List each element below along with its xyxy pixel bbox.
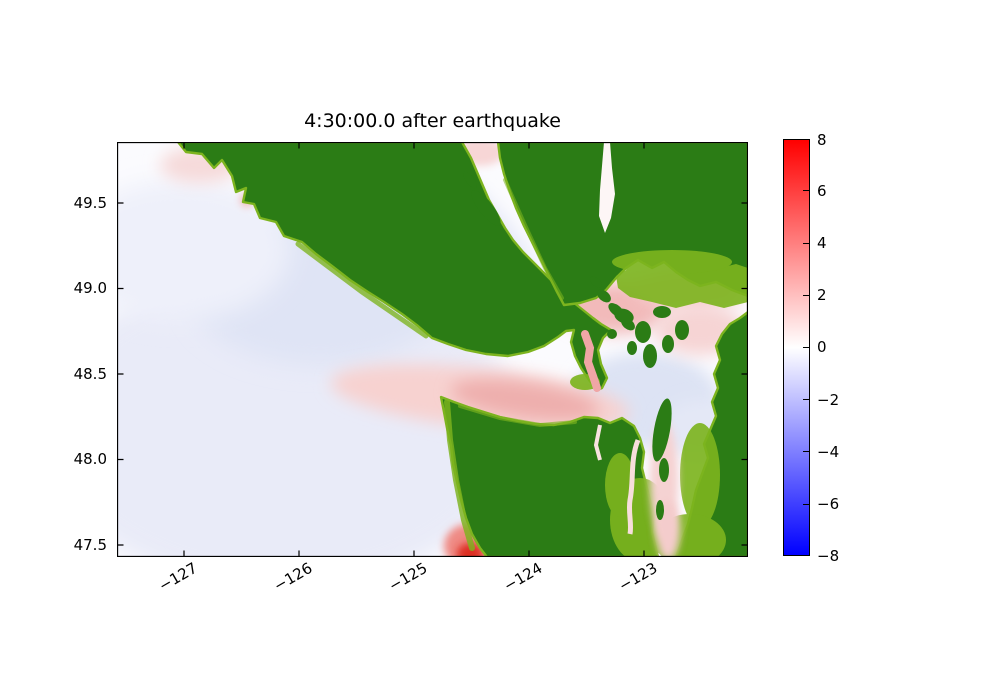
cbar-label-6: 6 <box>817 182 827 200</box>
hood-canal <box>626 439 641 535</box>
xtick-m127: −127 <box>155 558 201 596</box>
ytick-48-5: 48.5 <box>73 365 107 383</box>
cbar-label-8: 8 <box>817 131 827 149</box>
xtick-m126: −126 <box>270 558 316 596</box>
xtick-m123: −123 <box>615 558 661 596</box>
howe-sound-inlet <box>599 142 615 233</box>
tsunami-heatmap <box>117 142 748 557</box>
cbar-label-2: 2 <box>817 286 827 304</box>
colorbar-tick <box>803 347 809 349</box>
colorbar-tick <box>803 451 809 453</box>
colorbar-tick <box>803 295 809 297</box>
land-vancouver-island <box>176 142 613 392</box>
colorbar-tick <box>803 243 809 245</box>
cbar-label-m4: −4 <box>817 443 840 461</box>
colorbar-tick <box>803 504 809 506</box>
cbar-label-0: 0 <box>817 338 827 356</box>
land-masses <box>176 142 748 557</box>
islands <box>463 171 689 520</box>
cbar-label-m8: −8 <box>817 547 840 565</box>
xtick-m124: −124 <box>500 558 546 596</box>
xtick-m125: −125 <box>385 558 431 596</box>
ytick-49-0: 49.0 <box>73 279 107 297</box>
cbar-label-m2: −2 <box>817 391 840 409</box>
saanich-inlet <box>581 330 601 392</box>
cbar-label-m6: −6 <box>817 495 840 513</box>
colorbar-tick <box>803 399 809 401</box>
colorbar <box>783 139 810 556</box>
cbar-label-4: 4 <box>817 234 827 252</box>
axes-frame <box>117 142 748 557</box>
plot-title: 4:30:00.0 after earthquake <box>304 110 561 132</box>
colorbar-tick <box>803 190 809 192</box>
ytick-48-0: 48.0 <box>73 450 107 468</box>
ytick-47-5: 47.5 <box>73 536 107 554</box>
map-plot-area <box>117 142 748 557</box>
ytick-49-5: 49.5 <box>73 194 107 212</box>
